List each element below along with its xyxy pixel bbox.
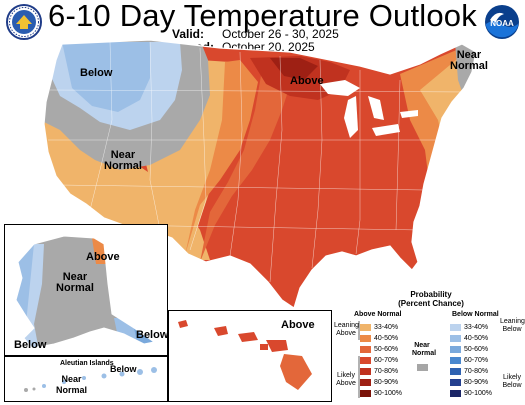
- conus-near-label: Near Normal: [104, 149, 142, 172]
- legend-above-range-label: 60-70%: [374, 357, 399, 365]
- northeast-near-label: Near Normal: [450, 49, 488, 72]
- legend-below-header: Below Normal: [452, 311, 499, 318]
- legend-below-row: 70-80%: [450, 363, 489, 376]
- legend-above-row: 40-50%: [360, 330, 399, 343]
- legend-below-range-label: 50-60%: [464, 346, 489, 354]
- alaska-below-left-label: Below: [14, 339, 47, 351]
- commerce-seal-icon: [6, 4, 42, 45]
- svg-text:NOAA: NOAA: [490, 19, 514, 28]
- aleutian-near-label: Near Normal: [56, 374, 88, 395]
- alaska-near-label: Near Normal: [56, 271, 94, 294]
- alaska-inset: [4, 224, 168, 356]
- legend-below-swatch: [450, 390, 461, 398]
- alaska-below-right-label: Below: [136, 329, 169, 341]
- legend-above-row: 80-90%: [360, 374, 399, 387]
- hawaii-above-label: Above: [281, 319, 315, 331]
- legend-leaning-below: Leaning Below: [500, 318, 525, 333]
- legend-below-swatch: [450, 335, 461, 343]
- legend-below-row: 33-40%: [450, 319, 489, 332]
- legend-below-range-label: 60-70%: [464, 357, 489, 365]
- legend-near-swatch: [417, 364, 428, 371]
- legend-above-row: 70-80%: [360, 363, 399, 376]
- legend-below-swatch: [450, 368, 461, 376]
- legend-below-row: 60-70%: [450, 352, 489, 365]
- legend-above-range-label: 80-90%: [374, 379, 399, 387]
- legend-above-swatch: [360, 357, 371, 365]
- legend-likely-above: Likely Above: [336, 372, 356, 387]
- legend-below-range-label: 70-80%: [464, 368, 489, 376]
- legend-above-header: Above Normal: [354, 311, 402, 318]
- legend-above-range-label: 70-80%: [374, 368, 399, 376]
- legend-below-range-label: 33-40%: [464, 324, 489, 332]
- legend-above-range-label: 33-40%: [374, 324, 399, 332]
- legend-likely-below: Likely Below: [502, 374, 522, 389]
- legend-below-swatch: [450, 357, 461, 365]
- legend-above-range-label: 40-50%: [374, 335, 399, 343]
- legend-above-range-label: 90-100%: [374, 390, 403, 398]
- legend-below-row: 50-60%: [450, 341, 489, 354]
- legend-below-range-label: 80-90%: [464, 379, 489, 387]
- conus-above-label: Above: [290, 75, 324, 87]
- aleutian-below-label: Below: [110, 364, 137, 374]
- legend-above-swatch: [360, 346, 371, 354]
- page-title: 6-10 Day Temperature Outlook: [48, 0, 477, 33]
- alaska-above-label: Above: [86, 251, 120, 263]
- legend-above-swatch: [360, 390, 371, 398]
- legend-below-row: 80-90%: [450, 374, 489, 387]
- legend-above-row: 90-100%: [360, 385, 403, 398]
- legend-leaning-above: Leaning Above: [334, 322, 359, 337]
- valid-value: October 26 - 30, 2025: [222, 27, 339, 41]
- legend-below-range-label: 40-50%: [464, 335, 489, 343]
- legend-title: Probability (Percent Chance): [398, 290, 464, 308]
- legend-above-swatch: [360, 379, 371, 387]
- conus-below-label: Below: [80, 67, 113, 79]
- legend-above-swatch: [360, 324, 371, 332]
- valid-label: Valid:: [172, 27, 205, 41]
- aleutian-inset: [4, 356, 168, 402]
- legend-below-row: 40-50%: [450, 330, 489, 343]
- legend: Probability (Percent Chance) Above Norma…: [334, 290, 525, 405]
- legend-below-row: 90-100%: [450, 385, 493, 398]
- legend-below-swatch: [450, 379, 461, 387]
- legend-below-range-label: 90-100%: [464, 390, 493, 398]
- legend-below-swatch: [450, 346, 461, 354]
- legend-above-row: 50-60%: [360, 341, 399, 354]
- legend-above-row: 33-40%: [360, 319, 399, 332]
- legend-above-row: 60-70%: [360, 352, 399, 365]
- legend-above-swatch: [360, 335, 371, 343]
- legend-near-label: Near Normal: [412, 342, 437, 357]
- legend-above-range-label: 50-60%: [374, 346, 399, 354]
- legend-below-swatch: [450, 324, 461, 332]
- hawaii-inset: [168, 310, 332, 402]
- aleutian-title: Aleutian Islands: [60, 360, 114, 367]
- legend-above-swatch: [360, 368, 371, 376]
- noaa-logo-icon: NOAA: [484, 4, 520, 45]
